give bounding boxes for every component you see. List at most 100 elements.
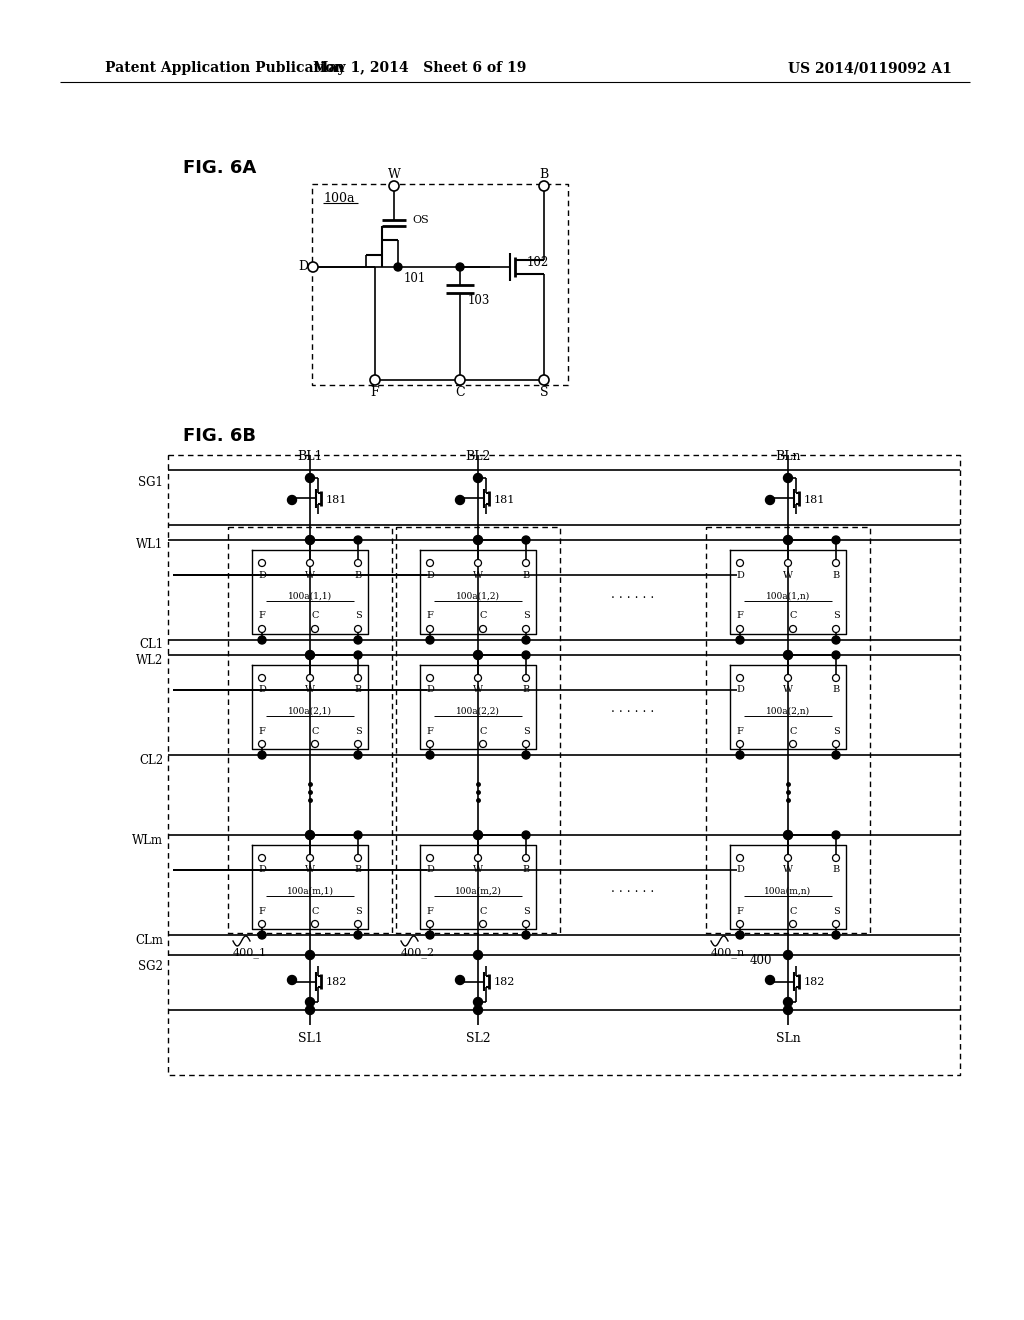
Circle shape — [784, 651, 792, 659]
Text: . . . . . .: . . . . . . — [611, 702, 654, 715]
Circle shape — [831, 651, 840, 659]
Circle shape — [354, 751, 362, 759]
Text: 100a(m,n): 100a(m,n) — [765, 887, 812, 895]
Text: 182: 182 — [804, 977, 825, 987]
Circle shape — [784, 854, 792, 862]
Circle shape — [427, 920, 433, 928]
Text: D: D — [426, 866, 434, 874]
Text: SLn: SLn — [775, 1032, 801, 1045]
Text: 100a(m,2): 100a(m,2) — [455, 887, 502, 895]
Text: FIG. 6A: FIG. 6A — [183, 158, 256, 177]
Text: 100a(1,1): 100a(1,1) — [288, 591, 332, 601]
Circle shape — [736, 626, 743, 632]
Circle shape — [305, 474, 314, 483]
Text: SG1: SG1 — [138, 475, 163, 488]
Text: B: B — [522, 685, 529, 694]
Text: WLm: WLm — [132, 833, 163, 846]
Circle shape — [783, 474, 793, 483]
Circle shape — [258, 751, 266, 759]
Text: B: B — [354, 866, 361, 874]
Text: D: D — [258, 570, 266, 579]
Text: SL1: SL1 — [298, 1032, 323, 1045]
Text: W: W — [473, 570, 483, 579]
Text: May 1, 2014   Sheet 6 of 19: May 1, 2014 Sheet 6 of 19 — [313, 61, 526, 75]
Circle shape — [473, 950, 482, 960]
Text: C: C — [311, 611, 318, 620]
Text: D: D — [258, 685, 266, 694]
Text: 100a(m,1): 100a(m,1) — [287, 887, 334, 895]
Circle shape — [306, 832, 314, 840]
Circle shape — [354, 626, 361, 632]
Text: C: C — [479, 907, 486, 916]
Circle shape — [833, 560, 840, 566]
Text: F: F — [259, 726, 265, 735]
Circle shape — [258, 675, 265, 681]
Text: 400: 400 — [750, 954, 772, 968]
Circle shape — [306, 651, 314, 659]
Text: . . . . . .: . . . . . . — [611, 883, 654, 895]
Circle shape — [831, 636, 840, 644]
Circle shape — [474, 560, 481, 566]
Text: F: F — [259, 611, 265, 620]
Circle shape — [311, 920, 318, 928]
Circle shape — [427, 854, 433, 862]
Circle shape — [258, 854, 265, 862]
Circle shape — [474, 675, 481, 681]
Text: 103: 103 — [468, 294, 490, 308]
Text: C: C — [479, 611, 486, 620]
Circle shape — [305, 830, 314, 840]
Text: D: D — [426, 570, 434, 579]
Circle shape — [539, 375, 549, 385]
Circle shape — [783, 998, 793, 1006]
Text: 182: 182 — [494, 977, 515, 987]
Circle shape — [783, 830, 793, 840]
Circle shape — [456, 975, 465, 985]
Circle shape — [305, 1006, 314, 1015]
Text: 100a(2,n): 100a(2,n) — [766, 706, 810, 715]
Circle shape — [288, 495, 297, 504]
Circle shape — [831, 931, 840, 939]
Text: BL2: BL2 — [465, 450, 490, 463]
Text: W: W — [387, 169, 400, 181]
Text: B: B — [522, 866, 529, 874]
Text: 181: 181 — [326, 495, 347, 506]
Text: S: S — [540, 387, 548, 400]
Circle shape — [473, 536, 482, 544]
Circle shape — [311, 741, 318, 747]
Circle shape — [473, 830, 482, 840]
Text: D: D — [258, 866, 266, 874]
Text: 100a(1,2): 100a(1,2) — [456, 591, 500, 601]
Circle shape — [783, 1006, 793, 1015]
Text: S: S — [354, 611, 361, 620]
Circle shape — [306, 560, 313, 566]
Circle shape — [427, 626, 433, 632]
Circle shape — [833, 741, 840, 747]
Text: F: F — [736, 726, 743, 735]
Circle shape — [426, 636, 434, 644]
Circle shape — [522, 675, 529, 681]
Text: 182: 182 — [326, 977, 347, 987]
Text: BLn: BLn — [775, 450, 801, 463]
Circle shape — [305, 950, 314, 960]
Text: 102: 102 — [527, 256, 549, 268]
Circle shape — [474, 536, 482, 544]
Circle shape — [833, 675, 840, 681]
Circle shape — [455, 375, 465, 385]
Circle shape — [833, 920, 840, 928]
Text: D: D — [736, 866, 744, 874]
Circle shape — [522, 832, 530, 840]
Text: C: C — [790, 726, 797, 735]
Text: D: D — [298, 260, 308, 273]
Text: B: B — [354, 685, 361, 694]
Circle shape — [522, 751, 530, 759]
Text: 181: 181 — [804, 495, 825, 506]
Circle shape — [288, 975, 297, 985]
Text: W: W — [783, 866, 793, 874]
Text: W: W — [305, 685, 315, 694]
Text: W: W — [473, 685, 483, 694]
Text: D: D — [736, 570, 744, 579]
Circle shape — [784, 675, 792, 681]
Text: CLm: CLm — [135, 933, 163, 946]
Circle shape — [370, 375, 380, 385]
Circle shape — [305, 536, 314, 544]
